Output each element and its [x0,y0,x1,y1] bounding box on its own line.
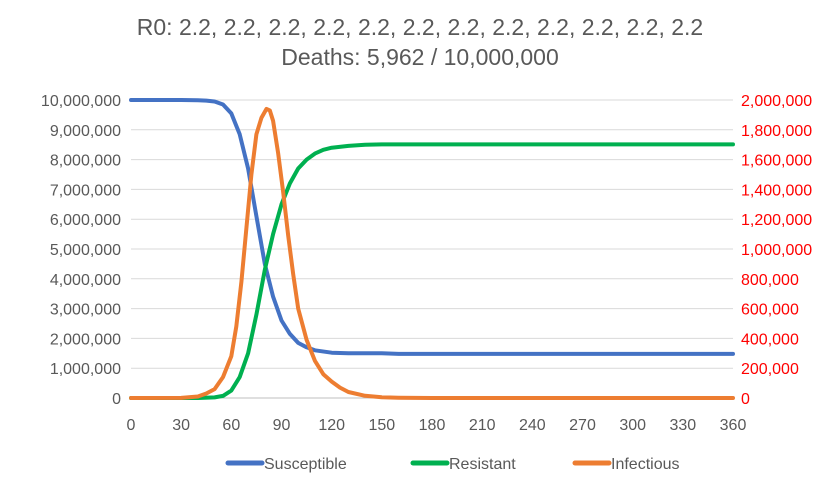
right-tick-label: 1,000,000 [741,242,812,259]
left-tick-label: 5,000,000 [50,242,121,259]
grid-lines [131,99,733,369]
left-tick-label: 0 [112,391,121,408]
x-tick-label: 210 [469,417,496,434]
x-tick-label: 30 [172,417,190,434]
series-lines [129,98,735,400]
left-tick-label: 8,000,000 [50,153,121,170]
right-tick-label: 600,000 [741,302,799,319]
right-tick-label: 0 [741,391,750,408]
left-tick-label: 7,000,000 [50,182,121,199]
right-tick-label: 1,400,000 [741,182,812,199]
right-tick-label: 1,600,000 [741,153,812,170]
series-line-susceptible [129,98,735,356]
left-axis-ticks: 0 1,000,000 2,000,000 3,000,000 4,000,000 5,0… [41,93,121,408]
x-tick-label: 330 [669,417,696,434]
chart-title: R0: 2.2, 2.2, 2.2, 2.2, 2.2, 2.2, 2.2, 2… [0,12,840,72]
right-axis-ticks: 0 200,000 400,000 600,000 800,000 1,000,000 1,… [741,93,812,408]
x-tick-label: 180 [419,417,446,434]
right-tick-label: 400,000 [741,331,799,348]
legend-label-resistant: Resistant [449,456,516,473]
series-line-infectious [129,106,735,400]
x-tick-label: 0 [127,417,136,434]
legend: Susceptible Resistant Infectious [225,456,679,473]
right-tick-label: 2,000,000 [741,93,812,110]
right-tick-label: 1,200,000 [741,212,812,229]
series-line-resistant [129,142,735,400]
chart-title-line-1: R0: 2.2, 2.2, 2.2, 2.2, 2.2, 2.2, 2.2, 2… [136,14,704,40]
x-tick-label: 60 [222,417,240,434]
right-tick-label: 200,000 [741,361,799,378]
left-tick-label: 4,000,000 [50,272,121,289]
right-tick-label: 1,800,000 [741,123,812,140]
x-tick-label: 90 [273,417,291,434]
right-tick-label: 800,000 [741,272,799,289]
legend-label-infectious: Infectious [611,456,679,473]
x-tick-label: 360 [720,417,747,434]
left-tick-label: 6,000,000 [50,212,121,229]
x-tick-label: 150 [368,417,395,434]
chart-title-line-2: Deaths: 5,962 / 10,000,000 [281,44,559,70]
left-tick-label: 2,000,000 [50,331,121,348]
left-tick-label: 10,000,000 [41,93,121,110]
x-tick-label: 240 [519,417,546,434]
x-tick-label: 270 [569,417,596,434]
x-axis-ticks: 0 30 60 90 120 150 180 210 240 270 300 330 360 [127,417,747,434]
left-tick-label: 1,000,000 [50,361,121,378]
x-tick-label: 300 [619,417,646,434]
legend-label-susceptible: Susceptible [264,456,347,473]
x-tick-label: 120 [318,417,345,434]
left-tick-label: 9,000,000 [50,123,121,140]
left-tick-label: 3,000,000 [50,302,121,319]
